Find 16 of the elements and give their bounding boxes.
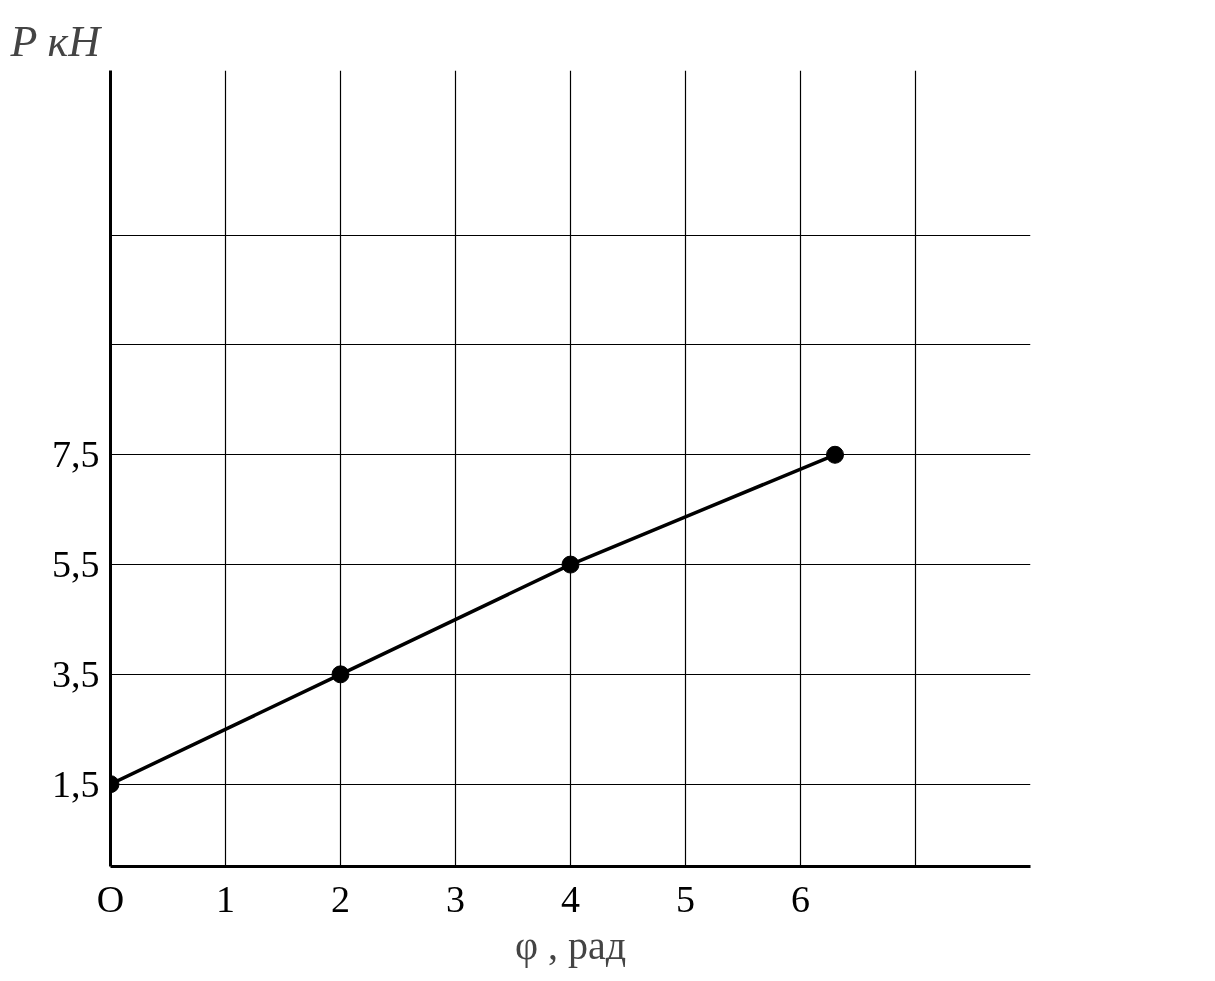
- y-tick-label: 3,5: [52, 652, 100, 695]
- point: [561, 555, 580, 574]
- x-tick-label: 6: [791, 877, 810, 920]
- y-tick-label: 7,5: [52, 433, 100, 476]
- x-axis-title: φ , рад: [514, 922, 627, 968]
- x-tick-label: 2: [331, 877, 350, 920]
- x-tick-label: 4: [561, 877, 580, 920]
- x-tick-label: O: [96, 877, 125, 920]
- y-axis-title: P кН: [9, 16, 103, 66]
- x-tick-label: 3: [446, 877, 465, 920]
- x-tick-label: 1: [216, 877, 235, 920]
- x-tick-label: 5: [676, 877, 695, 920]
- y-tick-label: 5,5: [52, 543, 100, 586]
- point: [331, 665, 350, 684]
- y-tick-label: 1,5: [52, 762, 100, 805]
- point: [826, 445, 844, 464]
